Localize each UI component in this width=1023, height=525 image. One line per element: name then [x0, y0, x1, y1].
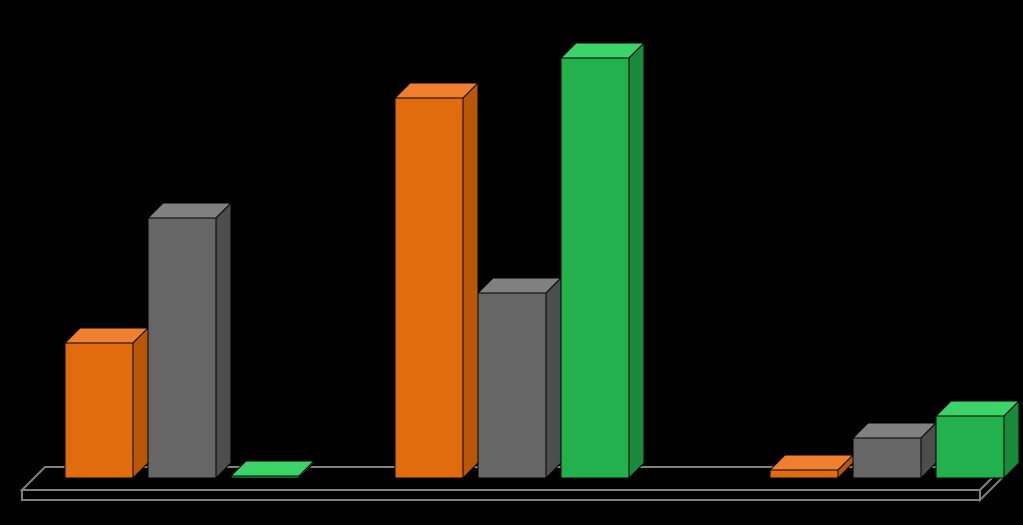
bar-front-face — [853, 438, 921, 478]
bar-group-3-series1 — [770, 455, 853, 478]
bar-group-3-series3 — [936, 401, 1019, 478]
bar-group-1-series2 — [148, 203, 231, 478]
bar-front-face — [395, 98, 463, 478]
bar-group-2-series3 — [561, 43, 644, 478]
bar-front-face — [231, 476, 299, 478]
bar-front-face — [148, 218, 216, 478]
chart-bars — [65, 43, 1019, 478]
bar-front-face — [770, 470, 838, 478]
floor-front — [22, 490, 980, 500]
bar-side-face — [629, 43, 644, 478]
bar-group-2-series2 — [478, 278, 561, 478]
bar-side-face — [463, 83, 478, 478]
bar-group-1-series3 — [231, 461, 314, 478]
bar-group-3-series2 — [853, 423, 936, 478]
bar-front-face — [65, 343, 133, 478]
bar-front-face — [936, 416, 1004, 478]
bar-group-2-series1 — [395, 83, 478, 478]
bar-side-face — [216, 203, 231, 478]
bar-front-face — [478, 293, 546, 478]
bar-chart-3d — [0, 0, 1023, 525]
bar-side-face — [546, 278, 561, 478]
bar-group-1-series1 — [65, 328, 148, 478]
bar-side-face — [133, 328, 148, 478]
bar-front-face — [561, 58, 629, 478]
